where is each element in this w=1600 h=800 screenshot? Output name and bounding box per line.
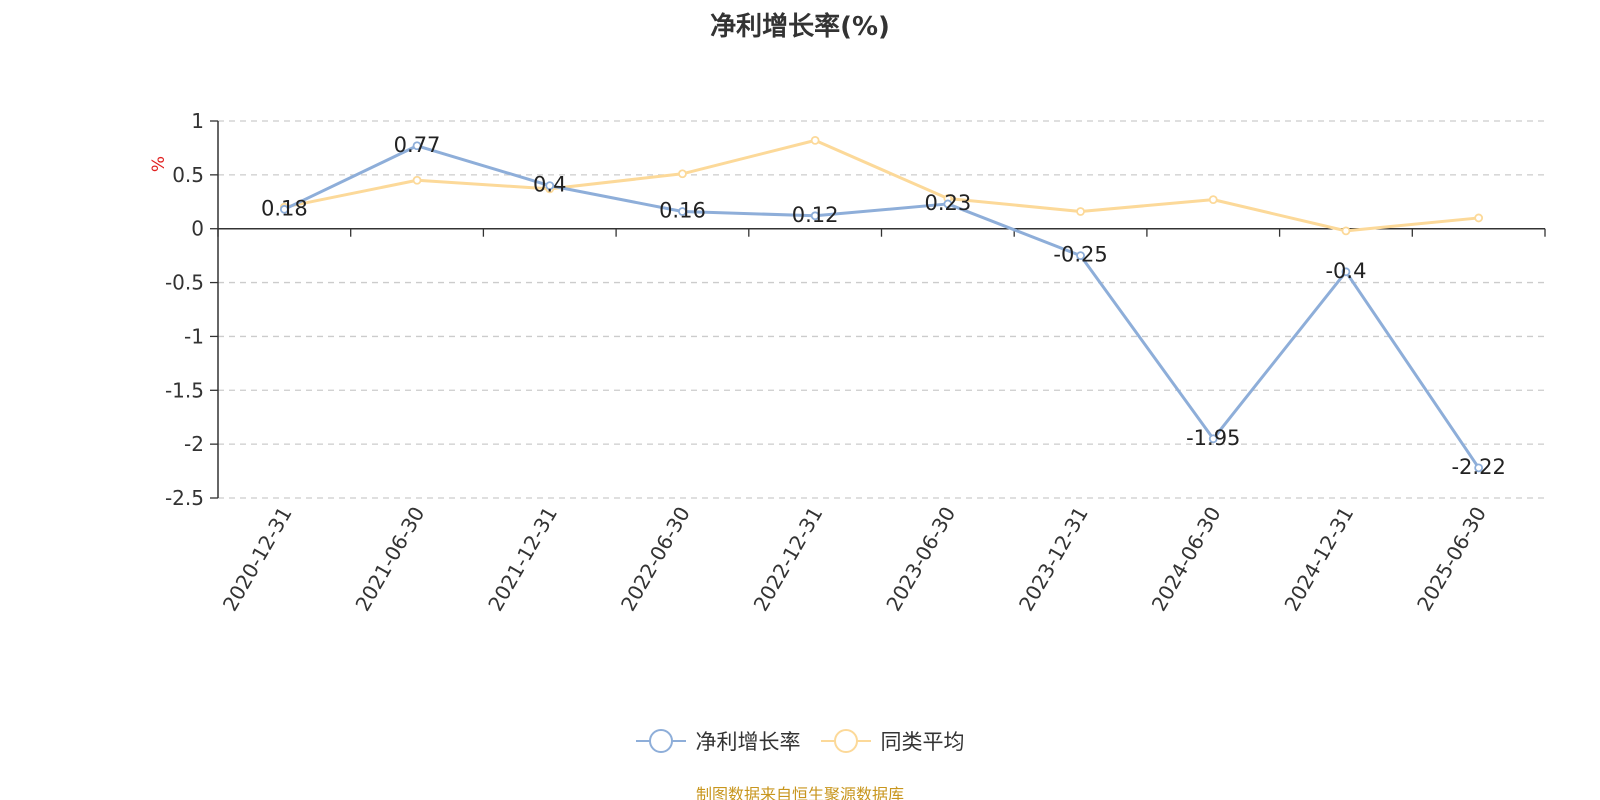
data-label: 0.77 <box>394 133 441 157</box>
data-label: 0.23 <box>924 191 971 215</box>
data-point <box>412 141 422 151</box>
data-point <box>810 211 820 221</box>
y-tick-label: 0 <box>191 217 204 241</box>
y-tick-label: 1 <box>191 109 204 133</box>
data-label: -0.4 <box>1325 259 1366 283</box>
data-point <box>1208 434 1218 444</box>
data-point <box>1474 213 1484 223</box>
x-tick-label: 2021-06-30 <box>350 503 429 616</box>
data-point <box>810 135 820 145</box>
data-point <box>412 175 422 185</box>
source-note: 制图数据来自恒生聚源数据库 <box>695 785 904 800</box>
data-point <box>1474 463 1484 473</box>
data-point <box>1208 195 1218 205</box>
x-tick-label: 2021-12-31 <box>483 503 562 616</box>
legend-item[interactable]: 同类平均 <box>820 726 965 756</box>
legend-item[interactable]: 净利增长率 <box>635 726 801 756</box>
legend-swatch-circle <box>833 729 858 753</box>
data-label: -2.22 <box>1451 455 1505 479</box>
grid-lines <box>218 120 1545 499</box>
data-labels: 0.18 0.77 0.4 0.16 0.12 0.23 -0.25 -1.95 -0.4 -2.… <box>261 133 1506 479</box>
y-tick-label: 0.5 <box>172 163 204 187</box>
x-tick-label: 2025-06-30 <box>1412 503 1491 616</box>
y-tick-label: -1.5 <box>165 378 204 402</box>
y-axis-label: % <box>149 156 169 172</box>
x-tick-label: 2023-06-30 <box>881 503 960 616</box>
data-label: -1.95 <box>1186 426 1240 450</box>
data-point <box>1076 251 1085 261</box>
legend-label: 净利增长率 <box>695 730 801 754</box>
data-point <box>1341 226 1351 236</box>
y-tick-label: -2.5 <box>165 486 204 510</box>
legend-swatch-icon <box>820 729 871 753</box>
chart-title: 净利增长率(%) <box>710 12 890 42</box>
x-tick-label: 2024-12-31 <box>1279 503 1358 616</box>
legend-swatch-icon <box>635 729 686 753</box>
y-tick-label: -0.5 <box>165 271 204 295</box>
data-point <box>1076 207 1085 216</box>
series-lines <box>279 135 1484 473</box>
legend-swatch-circle <box>648 729 673 753</box>
data-label: 0.12 <box>792 203 839 227</box>
x-tick-label: 2020-12-31 <box>218 503 297 616</box>
y-tick-label: -1 <box>184 324 204 348</box>
y-tick-label: -2 <box>184 432 204 456</box>
data-label: 0.18 <box>261 196 308 220</box>
data-point <box>678 207 687 216</box>
x-tick-label: 2024-06-30 <box>1147 503 1226 616</box>
series-line <box>283 144 1480 469</box>
legend-label: 同类平均 <box>880 730 965 754</box>
data-label: 0.16 <box>659 198 706 222</box>
data-point <box>943 199 953 209</box>
data-point <box>678 169 687 179</box>
x-tick-label: 2023-12-31 <box>1014 503 1093 616</box>
axes: 1 0.5 0 -0.5 -1 -1.5 -2 -2.5% 2020-12-31 2021-06-… <box>149 109 1546 616</box>
data-point <box>1341 267 1351 277</box>
series-line <box>284 138 1479 233</box>
x-tick-label: 2022-12-31 <box>749 503 828 616</box>
data-point <box>279 204 289 214</box>
data-label: 0.4 <box>533 173 566 197</box>
data-point <box>545 181 555 191</box>
data-label: -0.25 <box>1053 243 1107 267</box>
chart-legend: 净利增长率 同类平均 <box>0 726 1600 756</box>
x-tick-label: 2022-06-30 <box>616 503 695 616</box>
